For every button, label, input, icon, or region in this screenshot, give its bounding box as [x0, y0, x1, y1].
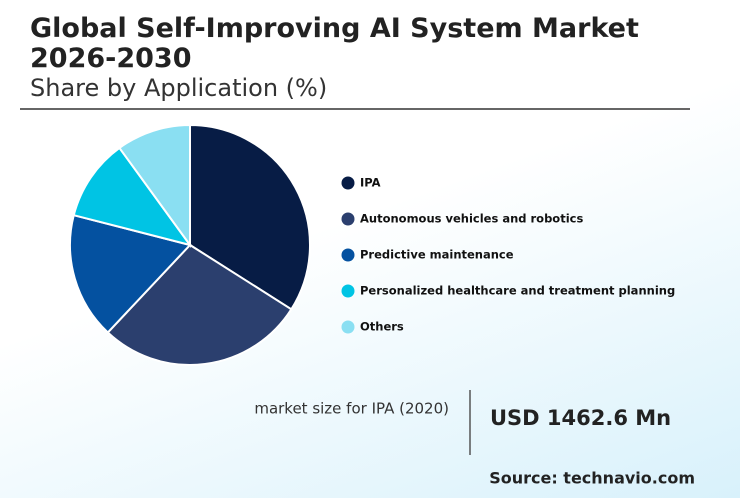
- legend-swatch: [341, 248, 355, 262]
- chart-subtitle: Share by Application (%): [30, 74, 328, 102]
- legend-label: Personalized healthcare and treatment pl…: [360, 284, 675, 298]
- callout-label: market size for IPA (2020): [254, 400, 449, 418]
- legend-label: Predictive maintenance: [360, 248, 514, 262]
- legend-label: IPA: [360, 176, 381, 190]
- legend-label: Autonomous vehicles and robotics: [360, 212, 583, 226]
- pie-slice: [106, 243, 293, 366]
- source: Source: technavio.com: [489, 469, 695, 488]
- pie-slice: [72, 146, 193, 247]
- legend-swatch: [341, 176, 355, 190]
- legend-label: Others: [360, 320, 404, 334]
- pie-slice: [118, 123, 191, 249]
- callout-value: USD 1462.6 Mn: [490, 406, 671, 430]
- chart-title: Global Self-Improving AI System Market 2…: [30, 13, 639, 74]
- pie-slice: [69, 213, 192, 334]
- legend-swatch: [341, 320, 355, 334]
- divider: [20, 108, 690, 110]
- legend-swatch: [341, 284, 355, 298]
- legend-swatch: [341, 212, 355, 226]
